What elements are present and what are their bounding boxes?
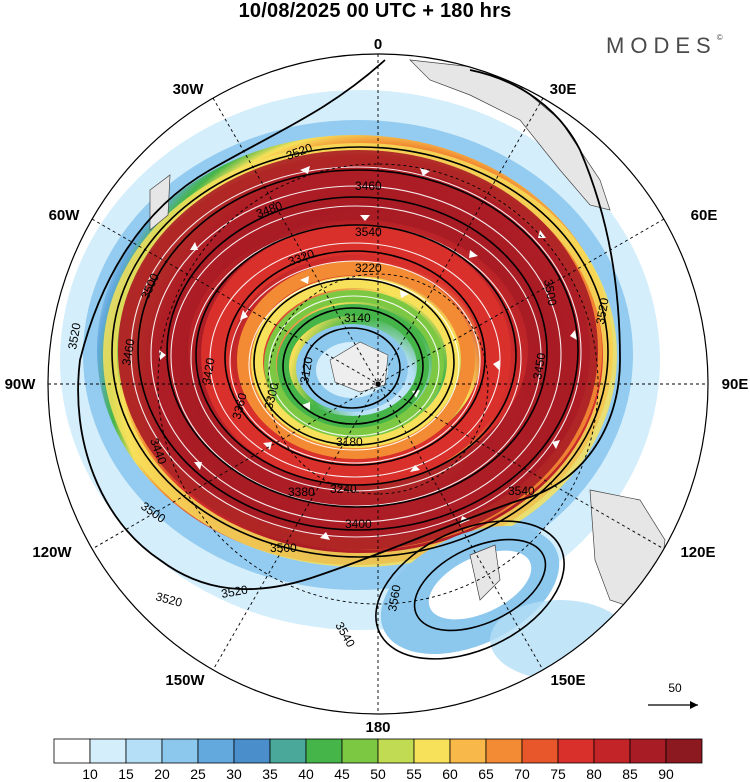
contour-label: 3560 xyxy=(385,583,403,612)
colorbar-swatch xyxy=(665,738,703,764)
colorbar-tick-label: 50 xyxy=(370,766,386,782)
lon-label-60w: 60W xyxy=(49,207,81,224)
colorbar-swatch xyxy=(521,738,559,764)
south-pole-marker xyxy=(375,381,381,387)
lon-label-120e: 120E xyxy=(680,544,715,561)
vector-arrowheads xyxy=(159,166,577,540)
lon-label-150w: 150W xyxy=(165,672,205,689)
vector-scale: 50 xyxy=(648,681,698,709)
colorbar-tick-label: 20 xyxy=(154,766,170,782)
contour-label: 3400 xyxy=(345,517,372,531)
contour-label: 3520 xyxy=(65,321,83,350)
colorbar-tick-label: 15 xyxy=(118,766,134,782)
colorbar-swatch xyxy=(449,738,487,764)
colorbar-swatch xyxy=(53,738,91,764)
colorbar-tick-label: 60 xyxy=(442,766,458,782)
colorbar-swatch xyxy=(197,738,235,764)
contour-labels: 3520 3460 3480 3540 3220 3320 3140 3120 … xyxy=(65,140,611,649)
colorbar-swatch xyxy=(161,738,199,764)
contour-label: 3380 xyxy=(288,485,315,499)
brand-text: MODES xyxy=(606,33,717,58)
contour-label: 3520 xyxy=(154,589,184,610)
contour-label: 3420 xyxy=(199,356,217,385)
contour-label: 3300 xyxy=(261,381,282,411)
colorbar-swatch xyxy=(305,738,343,764)
wind-vectors xyxy=(130,166,582,538)
map-boundary xyxy=(47,53,709,715)
colorbar-swatch xyxy=(593,738,631,764)
colorbar-swatch xyxy=(125,738,163,764)
geopotential-contours xyxy=(77,59,621,660)
colorbar-tick-label: 70 xyxy=(514,766,530,782)
contour-label: 3540 xyxy=(508,484,535,498)
colorbar-swatch xyxy=(485,738,523,764)
new-zealand-landmass xyxy=(469,544,501,601)
contour-label: 3450 xyxy=(530,351,548,380)
colorbar-tick-label: 75 xyxy=(550,766,566,782)
colorbar-tick-label: 85 xyxy=(622,766,638,782)
lon-label-150e: 150E xyxy=(550,672,585,689)
colorbar: 10 15 20 25 30 35 40 45 50 55 60 65 70 75 80 85 90 xyxy=(53,738,703,782)
contour-label: 3180 xyxy=(336,435,363,449)
map-disk xyxy=(48,54,708,714)
colorbar-tick-label: 30 xyxy=(226,766,242,782)
contour-label: 3520 xyxy=(220,582,249,600)
south-america-landmass xyxy=(149,174,171,231)
lon-label-0: 0 xyxy=(374,36,382,53)
colorbar-tick-label: 45 xyxy=(334,766,350,782)
lon-label-180: 180 xyxy=(365,719,390,736)
colorbar-swatch xyxy=(557,738,595,764)
contour-label: 3540 xyxy=(355,225,382,239)
colorbar-swatch xyxy=(341,738,379,764)
lon-label-90e: 90E xyxy=(722,376,749,393)
contour-label: 3140 xyxy=(344,311,371,325)
colorbar-swatch xyxy=(89,738,127,764)
contour-label: 3240 xyxy=(330,482,357,496)
colorbar-tick-label: 80 xyxy=(586,766,602,782)
colorbar-tick-label: 35 xyxy=(262,766,278,782)
brand-logo: MODES© xyxy=(606,33,723,59)
colorbar-tick-label: 90 xyxy=(658,766,674,782)
contour-label: 3360 xyxy=(229,391,250,421)
contour-label: 3500 xyxy=(541,278,559,307)
colorbar-swatch xyxy=(233,738,271,764)
colorbar-tick-label: 65 xyxy=(478,766,494,782)
lon-label-30w: 30W xyxy=(173,81,205,98)
contour-label: 3500 xyxy=(270,541,297,555)
lon-label-90w: 90W xyxy=(5,376,37,393)
lon-label-60e: 60E xyxy=(691,207,718,224)
colorbar-swatch xyxy=(413,738,451,764)
contour-label: 3460 xyxy=(119,337,137,366)
antarctica-landmass xyxy=(329,341,389,393)
colorbar-swatch xyxy=(629,738,667,764)
copyright-mark: © xyxy=(716,33,723,42)
vector-scale-label: 50 xyxy=(668,681,682,695)
colorbar-tick-label: 25 xyxy=(190,766,206,782)
colorbar-tick-label: 10 xyxy=(82,766,98,782)
contour-label: 3220 xyxy=(355,261,382,275)
contour-label: 3460 xyxy=(355,179,382,193)
colorbar-swatch xyxy=(377,738,415,764)
lon-label-120w: 120W xyxy=(32,544,72,561)
lon-label-30e: 30E xyxy=(550,81,577,98)
colorbar-swatch xyxy=(269,738,307,764)
map-title: 10/08/2025 00 UTC + 180 hrs xyxy=(238,0,512,22)
colorbar-tick-label: 55 xyxy=(406,766,422,782)
colorbar-tick-label: 40 xyxy=(298,766,314,782)
contour-label: 3120 xyxy=(297,355,315,384)
contour-label: 3520 xyxy=(593,296,611,325)
